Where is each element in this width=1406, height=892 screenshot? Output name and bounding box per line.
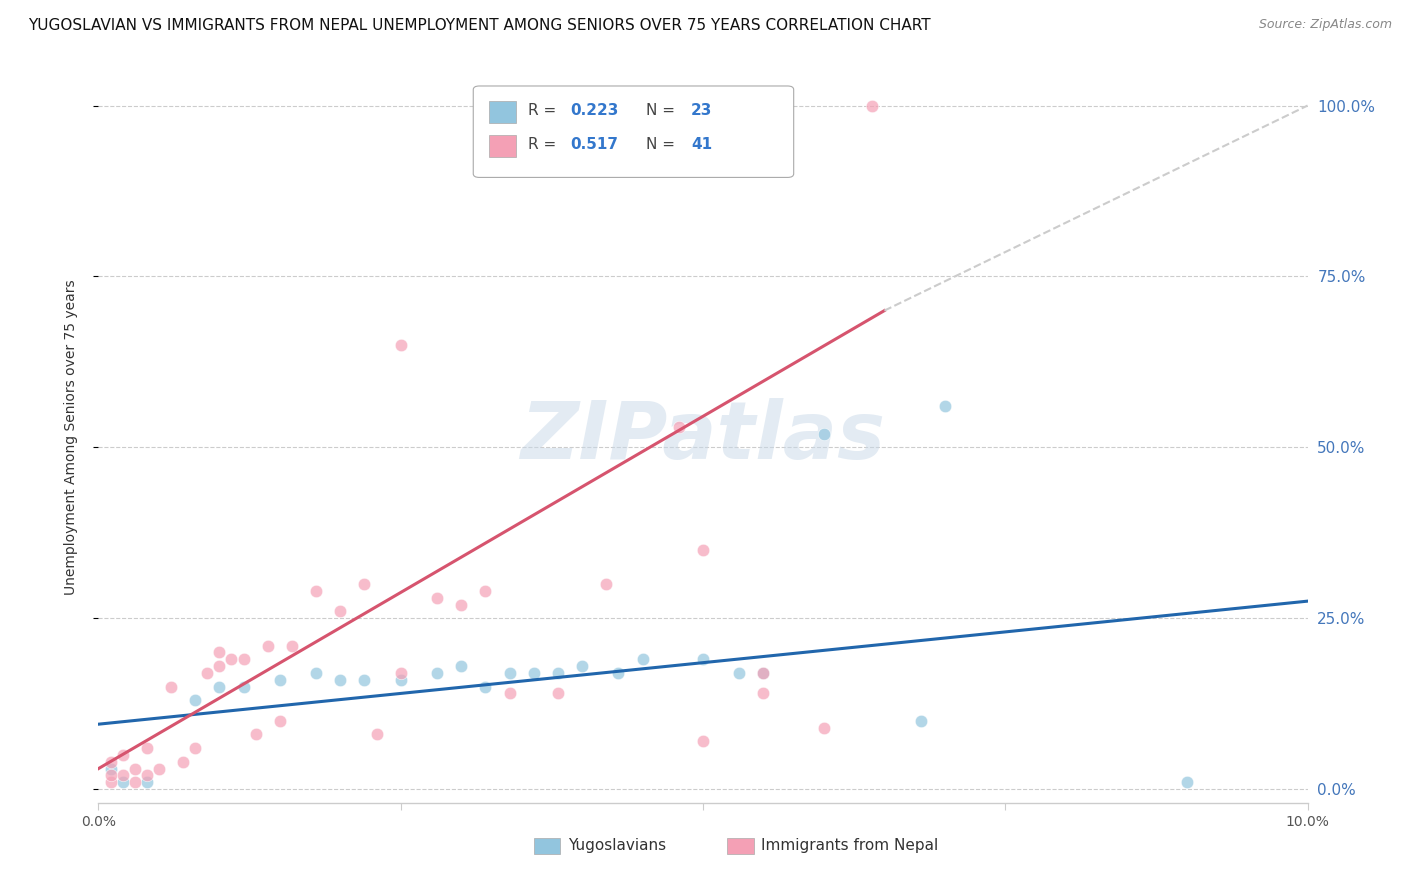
Point [221, 652, 243, 666]
Point [245, 727, 267, 741]
Point [474, 583, 496, 598]
Point [607, 665, 630, 680]
Point [692, 542, 714, 557]
Point [752, 665, 775, 680]
Point [148, 762, 170, 776]
Point [305, 583, 328, 598]
Point [184, 741, 207, 756]
Text: YUGOSLAVIAN VS IMMIGRANTS FROM NEPAL UNEMPLOYMENT AMONG SENIORS OVER 75 YEARS CO: YUGOSLAVIAN VS IMMIGRANTS FROM NEPAL UNE… [28, 18, 931, 33]
Point [135, 775, 157, 789]
Point [195, 665, 218, 680]
Point [124, 762, 146, 776]
Bar [727, 838, 754, 854]
Point [547, 665, 569, 680]
Point [860, 98, 883, 112]
Bar [534, 838, 561, 854]
Point [269, 714, 291, 728]
Point [208, 680, 231, 694]
Point [135, 768, 157, 782]
Point [389, 338, 412, 352]
Text: Source: ZipAtlas.com: Source: ZipAtlas.com [1258, 18, 1392, 31]
Point [100, 768, 122, 782]
Point [111, 768, 134, 782]
Text: ZIPatlas: ZIPatlas [520, 398, 886, 476]
Point [813, 721, 835, 735]
Point [232, 680, 254, 694]
Text: R =: R = [527, 137, 561, 152]
Point [208, 645, 231, 659]
Point [631, 652, 654, 666]
Point [426, 665, 449, 680]
Point [329, 604, 352, 618]
Text: 0.517: 0.517 [569, 137, 619, 152]
Text: 0.223: 0.223 [569, 103, 619, 118]
Text: Yugoslavians: Yugoslavians [568, 838, 665, 854]
Point [135, 741, 157, 756]
Text: 41: 41 [690, 137, 711, 152]
Point [100, 755, 122, 769]
Point [692, 652, 714, 666]
Point [353, 577, 375, 591]
Y-axis label: Unemployment Among Seniors over 75 years: Unemployment Among Seniors over 75 years [63, 279, 77, 595]
Text: N =: N = [647, 103, 681, 118]
Bar [489, 101, 516, 122]
Point [523, 665, 546, 680]
Point [389, 665, 412, 680]
Point [450, 598, 472, 612]
Text: 23: 23 [690, 103, 713, 118]
Point [668, 420, 690, 434]
Point [256, 639, 278, 653]
Point [366, 727, 388, 741]
Point [124, 775, 146, 789]
Point [728, 665, 751, 680]
Point [692, 734, 714, 748]
Point [389, 673, 412, 687]
Point [160, 680, 183, 694]
Text: R =: R = [527, 103, 561, 118]
Point [269, 673, 291, 687]
Point [329, 673, 352, 687]
Point [934, 400, 956, 414]
Point [426, 591, 449, 605]
Point [752, 686, 775, 700]
Point [474, 680, 496, 694]
Point [100, 775, 122, 789]
Point [547, 686, 569, 700]
Point [172, 755, 194, 769]
Point [281, 639, 304, 653]
Point [498, 686, 520, 700]
FancyBboxPatch shape [474, 86, 793, 178]
Point [595, 577, 617, 591]
Point [232, 652, 254, 666]
Point [305, 665, 328, 680]
Point [208, 659, 231, 673]
Text: N =: N = [647, 137, 681, 152]
Bar [489, 135, 516, 157]
Point [813, 426, 835, 441]
Point [450, 659, 472, 673]
Point [353, 673, 375, 687]
Point [100, 762, 122, 776]
Point [184, 693, 207, 707]
Point [571, 659, 593, 673]
Point [1175, 775, 1198, 789]
Point [752, 665, 775, 680]
Text: Immigrants from Nepal: Immigrants from Nepal [761, 838, 938, 854]
Point [498, 665, 520, 680]
Point [910, 714, 932, 728]
Point [111, 747, 134, 762]
Point [111, 775, 134, 789]
